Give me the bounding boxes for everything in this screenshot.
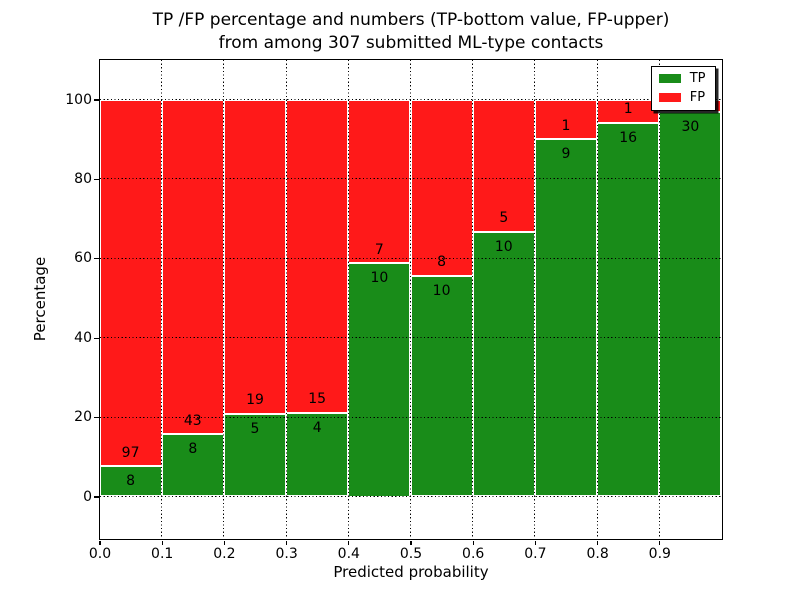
chart-title: TP /FP percentage and numbers (TP-bottom… — [100, 9, 722, 55]
gridline-vertical — [223, 59, 225, 539]
bar-segment-fp-1 — [161, 99, 224, 435]
y-tick-label: 40 — [74, 329, 92, 346]
gridline-vertical — [285, 59, 287, 539]
x-axis-label: Predicted probability — [333, 563, 489, 581]
y-tick-mark — [94, 417, 99, 419]
x-tick-mark — [348, 540, 350, 545]
legend-swatch-fp — [658, 93, 681, 102]
legend: TP FP — [650, 65, 716, 111]
bar-segment-tp-4 — [348, 263, 411, 497]
tp-count-label-2: 5 — [250, 420, 260, 437]
bar-segment-tp-9 — [659, 112, 722, 497]
x-tick-label: 0.3 — [275, 546, 298, 562]
y-tick-mark — [94, 178, 99, 180]
x-tick-label: 0.7 — [524, 546, 547, 562]
tp-count-label-5: 10 — [432, 282, 451, 299]
y-axis-label: Percentage — [31, 256, 49, 342]
x-tick-mark — [286, 540, 288, 545]
gridline-vertical — [472, 59, 474, 539]
chart-title-line1: TP /FP percentage and numbers (TP-bottom… — [152, 10, 670, 30]
gridline-vertical — [161, 59, 163, 539]
tp-count-label-7: 9 — [561, 146, 571, 163]
y-tick-label: 20 — [74, 409, 92, 426]
gridline-horizontal — [99, 416, 722, 418]
x-tick-label: 0.5 — [399, 546, 423, 562]
tp-count-label-1: 8 — [188, 441, 198, 458]
x-tick-mark — [410, 540, 412, 545]
legend-label-tp: TP — [689, 70, 706, 86]
x-tick-mark — [597, 540, 599, 545]
fp-count-label-7: 1 — [561, 117, 571, 134]
bar-segment-fp-2 — [223, 99, 287, 414]
y-tick-label: 100 — [65, 91, 92, 108]
legend-row-fp: FP — [658, 89, 706, 105]
gridline-vertical — [534, 59, 536, 539]
y-tick-mark — [94, 337, 99, 339]
tp-count-label-6: 10 — [494, 238, 513, 255]
y-tick-mark — [94, 99, 99, 101]
bar-segment-fp-3 — [286, 99, 349, 413]
fp-count-label-1: 43 — [183, 412, 202, 429]
bar-segment-fp-0 — [99, 99, 162, 467]
x-tick-mark — [472, 540, 474, 545]
x-tick-label: 0.9 — [648, 546, 671, 562]
x-tick-label: 0.2 — [213, 546, 236, 562]
x-tick-mark — [99, 540, 101, 545]
bar-segment-tp-5 — [410, 275, 473, 497]
legend-label-fp: FP — [689, 89, 706, 105]
x-tick-label: 0.8 — [586, 546, 609, 562]
y-tick-mark — [94, 496, 99, 498]
bar-segment-tp-6 — [472, 231, 535, 497]
fp-count-label-3: 15 — [308, 391, 327, 408]
gridline-horizontal — [99, 495, 722, 498]
bar-segment-fp-5 — [410, 99, 473, 276]
chart-title-line2: from among 307 submitted ML-type contact… — [218, 33, 604, 53]
tp-count-label-9: 30 — [681, 119, 700, 136]
gridline-vertical — [658, 59, 660, 539]
tp-count-label-3: 4 — [312, 419, 322, 436]
legend-row-tp: TP — [658, 70, 706, 86]
fp-count-label-5: 8 — [437, 254, 447, 271]
bar-segment-tp-7 — [534, 139, 598, 497]
fp-count-label-2: 19 — [246, 392, 264, 409]
x-tick-label: 0.4 — [337, 546, 360, 562]
x-tick-mark — [161, 540, 163, 545]
x-tick-label: 0.0 — [88, 546, 112, 562]
fp-count-label-4: 7 — [374, 241, 384, 258]
fp-count-label-8: 1 — [623, 101, 633, 118]
gridline-horizontal — [99, 98, 722, 101]
x-tick-label: 0.1 — [151, 546, 174, 562]
x-tick-mark — [659, 540, 661, 545]
gridline-horizontal — [99, 337, 722, 339]
bar-segment-tp-1 — [161, 434, 224, 497]
tp-count-label-8: 16 — [619, 129, 638, 146]
y-tick-mark — [94, 258, 99, 260]
gridline-horizontal — [99, 257, 722, 259]
gridline-vertical — [409, 59, 412, 539]
x-tick-mark — [223, 540, 225, 545]
bar-segment-fp-4 — [348, 99, 411, 263]
legend-swatch-tp — [658, 74, 681, 83]
tp-count-label-0: 8 — [126, 473, 136, 490]
gridline-vertical — [347, 59, 349, 539]
tp-count-label-4: 10 — [370, 270, 389, 286]
fp-count-label-6: 5 — [499, 210, 509, 227]
x-tick-label: 0.6 — [462, 546, 485, 562]
y-tick-label: 80 — [74, 170, 92, 187]
y-tick-label: 60 — [74, 250, 92, 267]
y-tick-label: 0 — [83, 488, 92, 505]
gridline-vertical — [596, 59, 598, 539]
x-tick-mark — [534, 540, 536, 545]
fp-count-label-0: 97 — [121, 444, 140, 461]
gridline-horizontal — [99, 178, 722, 180]
